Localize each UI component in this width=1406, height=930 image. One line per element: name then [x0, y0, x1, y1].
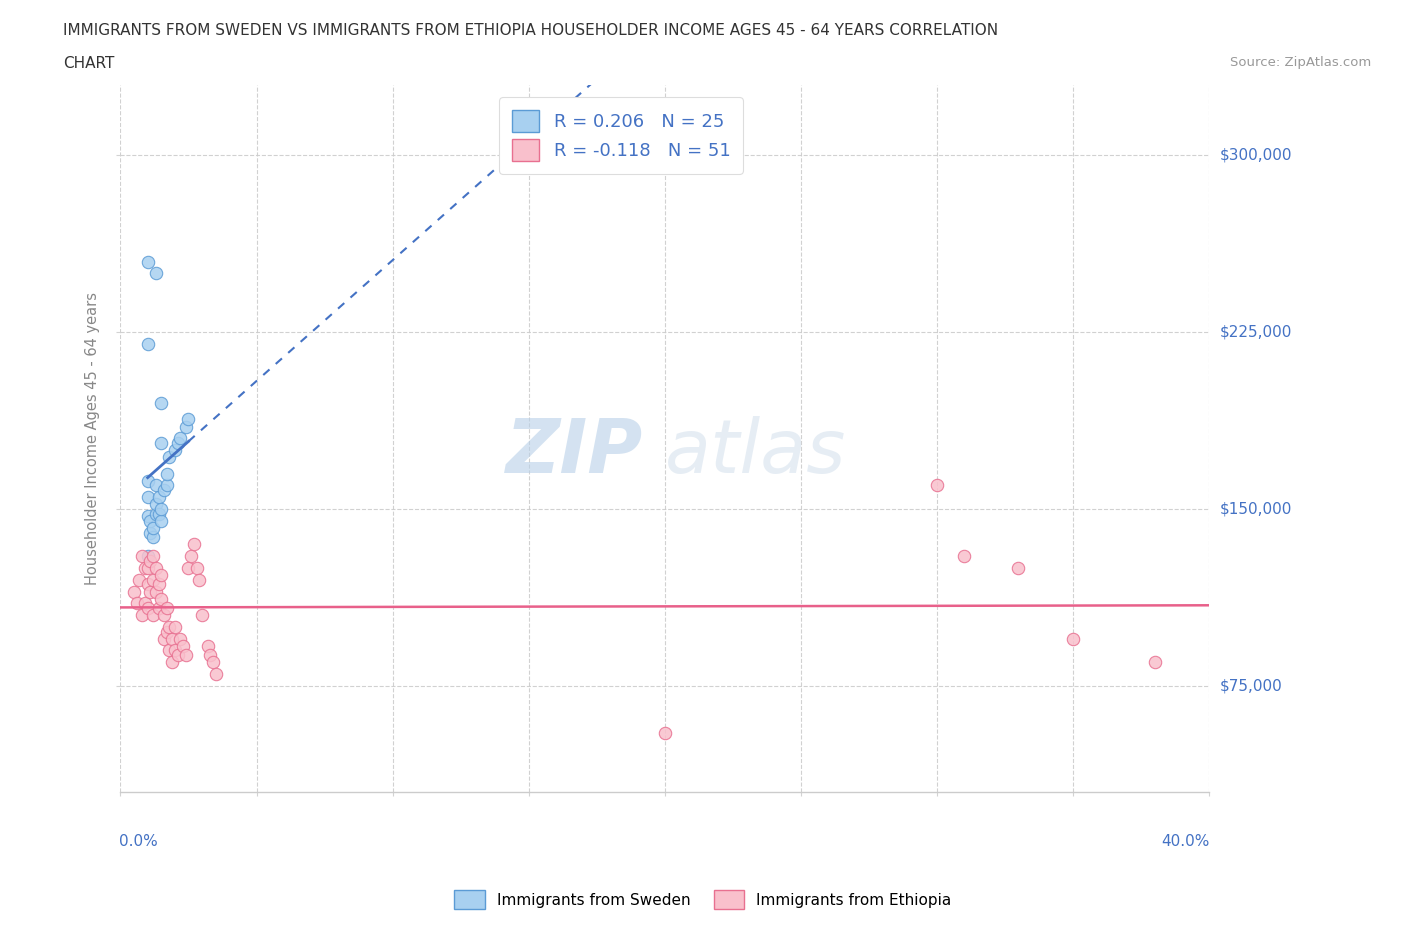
- Point: [174, 648, 197, 663]
- Point: [163, 443, 186, 458]
- Point: [136, 601, 159, 616]
- Point: [136, 509, 159, 524]
- Point: [142, 607, 165, 622]
- Point: [136, 337, 159, 352]
- Point: [1062, 631, 1084, 646]
- Text: $75,000: $75,000: [1220, 678, 1282, 694]
- Point: [654, 725, 676, 740]
- Point: [183, 537, 205, 551]
- Point: [145, 266, 167, 281]
- Point: [157, 619, 180, 634]
- Point: [188, 572, 211, 587]
- Point: [169, 431, 191, 445]
- Point: [139, 553, 162, 568]
- Point: [148, 490, 170, 505]
- Point: [142, 521, 165, 536]
- Point: [186, 561, 208, 576]
- Point: [150, 395, 173, 410]
- Point: [1007, 561, 1029, 576]
- Point: [177, 412, 200, 427]
- Point: [150, 435, 173, 450]
- Point: [150, 501, 173, 516]
- Legend: R = 0.206   N = 25, R = -0.118   N = 51: R = 0.206 N = 25, R = -0.118 N = 51: [499, 98, 742, 174]
- Point: [1143, 655, 1166, 670]
- Point: [136, 561, 159, 576]
- Point: [180, 549, 202, 564]
- Text: $225,000: $225,000: [1220, 325, 1292, 339]
- Point: [191, 607, 214, 622]
- Point: [139, 525, 162, 540]
- Point: [163, 643, 186, 658]
- Point: [148, 506, 170, 521]
- Point: [150, 513, 173, 528]
- Point: [139, 584, 162, 599]
- Point: [150, 591, 173, 606]
- Point: [925, 478, 948, 493]
- Point: [145, 497, 167, 512]
- Point: [160, 655, 183, 670]
- Point: [145, 478, 167, 493]
- Point: [145, 584, 167, 599]
- Point: [150, 567, 173, 582]
- Point: [156, 466, 179, 481]
- Point: [136, 549, 159, 564]
- Text: Source: ZipAtlas.com: Source: ZipAtlas.com: [1230, 56, 1371, 69]
- Point: [145, 506, 167, 521]
- Text: 0.0%: 0.0%: [120, 834, 157, 849]
- Point: [953, 549, 976, 564]
- Point: [128, 572, 150, 587]
- Text: CHART: CHART: [63, 56, 115, 71]
- Point: [160, 631, 183, 646]
- Point: [136, 254, 159, 269]
- Text: $300,000: $300,000: [1220, 148, 1292, 163]
- Text: ZIP: ZIP: [506, 416, 643, 489]
- Point: [153, 483, 176, 498]
- Point: [134, 561, 156, 576]
- Point: [153, 607, 176, 622]
- Point: [142, 549, 165, 564]
- Point: [163, 619, 186, 634]
- Text: 40.0%: 40.0%: [1161, 834, 1211, 849]
- Point: [204, 667, 226, 682]
- Point: [131, 607, 153, 622]
- Point: [136, 473, 159, 488]
- Text: IMMIGRANTS FROM SWEDEN VS IMMIGRANTS FROM ETHIOPIA HOUSEHOLDER INCOME AGES 45 - : IMMIGRANTS FROM SWEDEN VS IMMIGRANTS FRO…: [63, 23, 998, 38]
- Y-axis label: Householder Income Ages 45 - 64 years: Householder Income Ages 45 - 64 years: [86, 292, 100, 585]
- Point: [157, 450, 180, 465]
- Text: $150,000: $150,000: [1220, 501, 1292, 516]
- Point: [166, 435, 188, 450]
- Text: atlas: atlas: [665, 417, 846, 488]
- Point: [157, 643, 180, 658]
- Point: [156, 478, 179, 493]
- Point: [136, 490, 159, 505]
- Point: [145, 561, 167, 576]
- Point: [139, 513, 162, 528]
- Point: [177, 561, 200, 576]
- Point: [131, 549, 153, 564]
- Legend: Immigrants from Sweden, Immigrants from Ethiopia: Immigrants from Sweden, Immigrants from …: [449, 884, 957, 915]
- Point: [172, 638, 194, 653]
- Point: [201, 655, 224, 670]
- Point: [134, 596, 156, 611]
- Point: [142, 572, 165, 587]
- Point: [122, 584, 145, 599]
- Point: [200, 648, 222, 663]
- Point: [156, 624, 179, 639]
- Point: [148, 577, 170, 591]
- Point: [197, 638, 219, 653]
- Point: [148, 601, 170, 616]
- Point: [153, 631, 176, 646]
- Point: [166, 648, 188, 663]
- Point: [156, 601, 179, 616]
- Point: [169, 631, 191, 646]
- Point: [174, 419, 197, 434]
- Point: [142, 530, 165, 545]
- Point: [125, 596, 148, 611]
- Point: [136, 577, 159, 591]
